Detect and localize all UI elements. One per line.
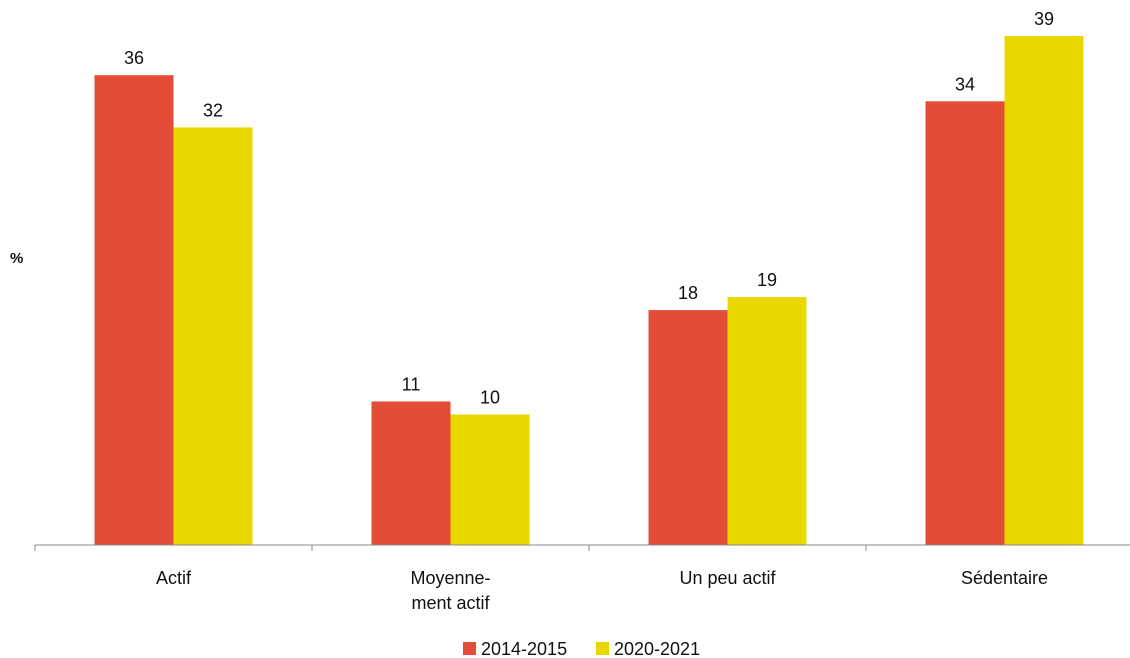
legend-label-2014-2015: 2014-2015 [481,639,567,658]
legend-label-2020-2021: 2020-2021 [614,639,700,658]
value-labels-group: 36 32 11 10 18 19 34 39 [124,9,1054,407]
legend-swatch-2014-2015 [463,642,476,655]
value-label-moyenne-ment-actif-2020-2021: 10 [480,388,500,408]
legend-swatch-2020-2021 [596,642,609,655]
bar-s-dentaire-2020-2021 [1004,36,1084,546]
bar-s-dentaire-2014-2015 [925,101,1005,546]
x-axis [34,544,1130,551]
value-label-s-dentaire-2014-2015: 34 [955,74,975,94]
x-tick-label-actif: Actif [156,568,192,588]
bar-un-peu-actif-2020-2021 [727,297,807,545]
x-tick-label-moyenne-ment-actif: Moyenne-ment actif [410,568,490,613]
x-tick-label-un-peu-actif: Un peu actif [679,568,776,588]
y-axis-label: % [10,250,23,267]
x-tick-labels: Actif Moyenne-ment actif Un peu actif Séden… [156,568,1048,613]
value-label-actif-2014-2015: 36 [124,48,144,68]
value-label-un-peu-actif-2014-2015: 18 [678,283,698,303]
value-label-actif-2020-2021: 32 [203,100,223,120]
bars-group [94,36,1084,546]
value-label-s-dentaire-2020-2021: 39 [1034,9,1054,29]
bar-moyenne-ment-actif-2020-2021 [450,414,530,545]
bar-actif-2020-2021 [173,127,253,546]
value-label-moyenne-ment-actif-2014-2015: 11 [402,374,421,394]
bar-un-peu-actif-2014-2015 [648,310,728,545]
bar-actif-2014-2015 [94,75,174,545]
bar-moyenne-ment-actif-2014-2015 [371,401,451,545]
legend: 2014-2015 2020-2021 [463,639,700,658]
x-tick-label-s-dentaire: Sédentaire [961,568,1048,588]
value-label-un-peu-actif-2020-2021: 19 [757,270,777,290]
